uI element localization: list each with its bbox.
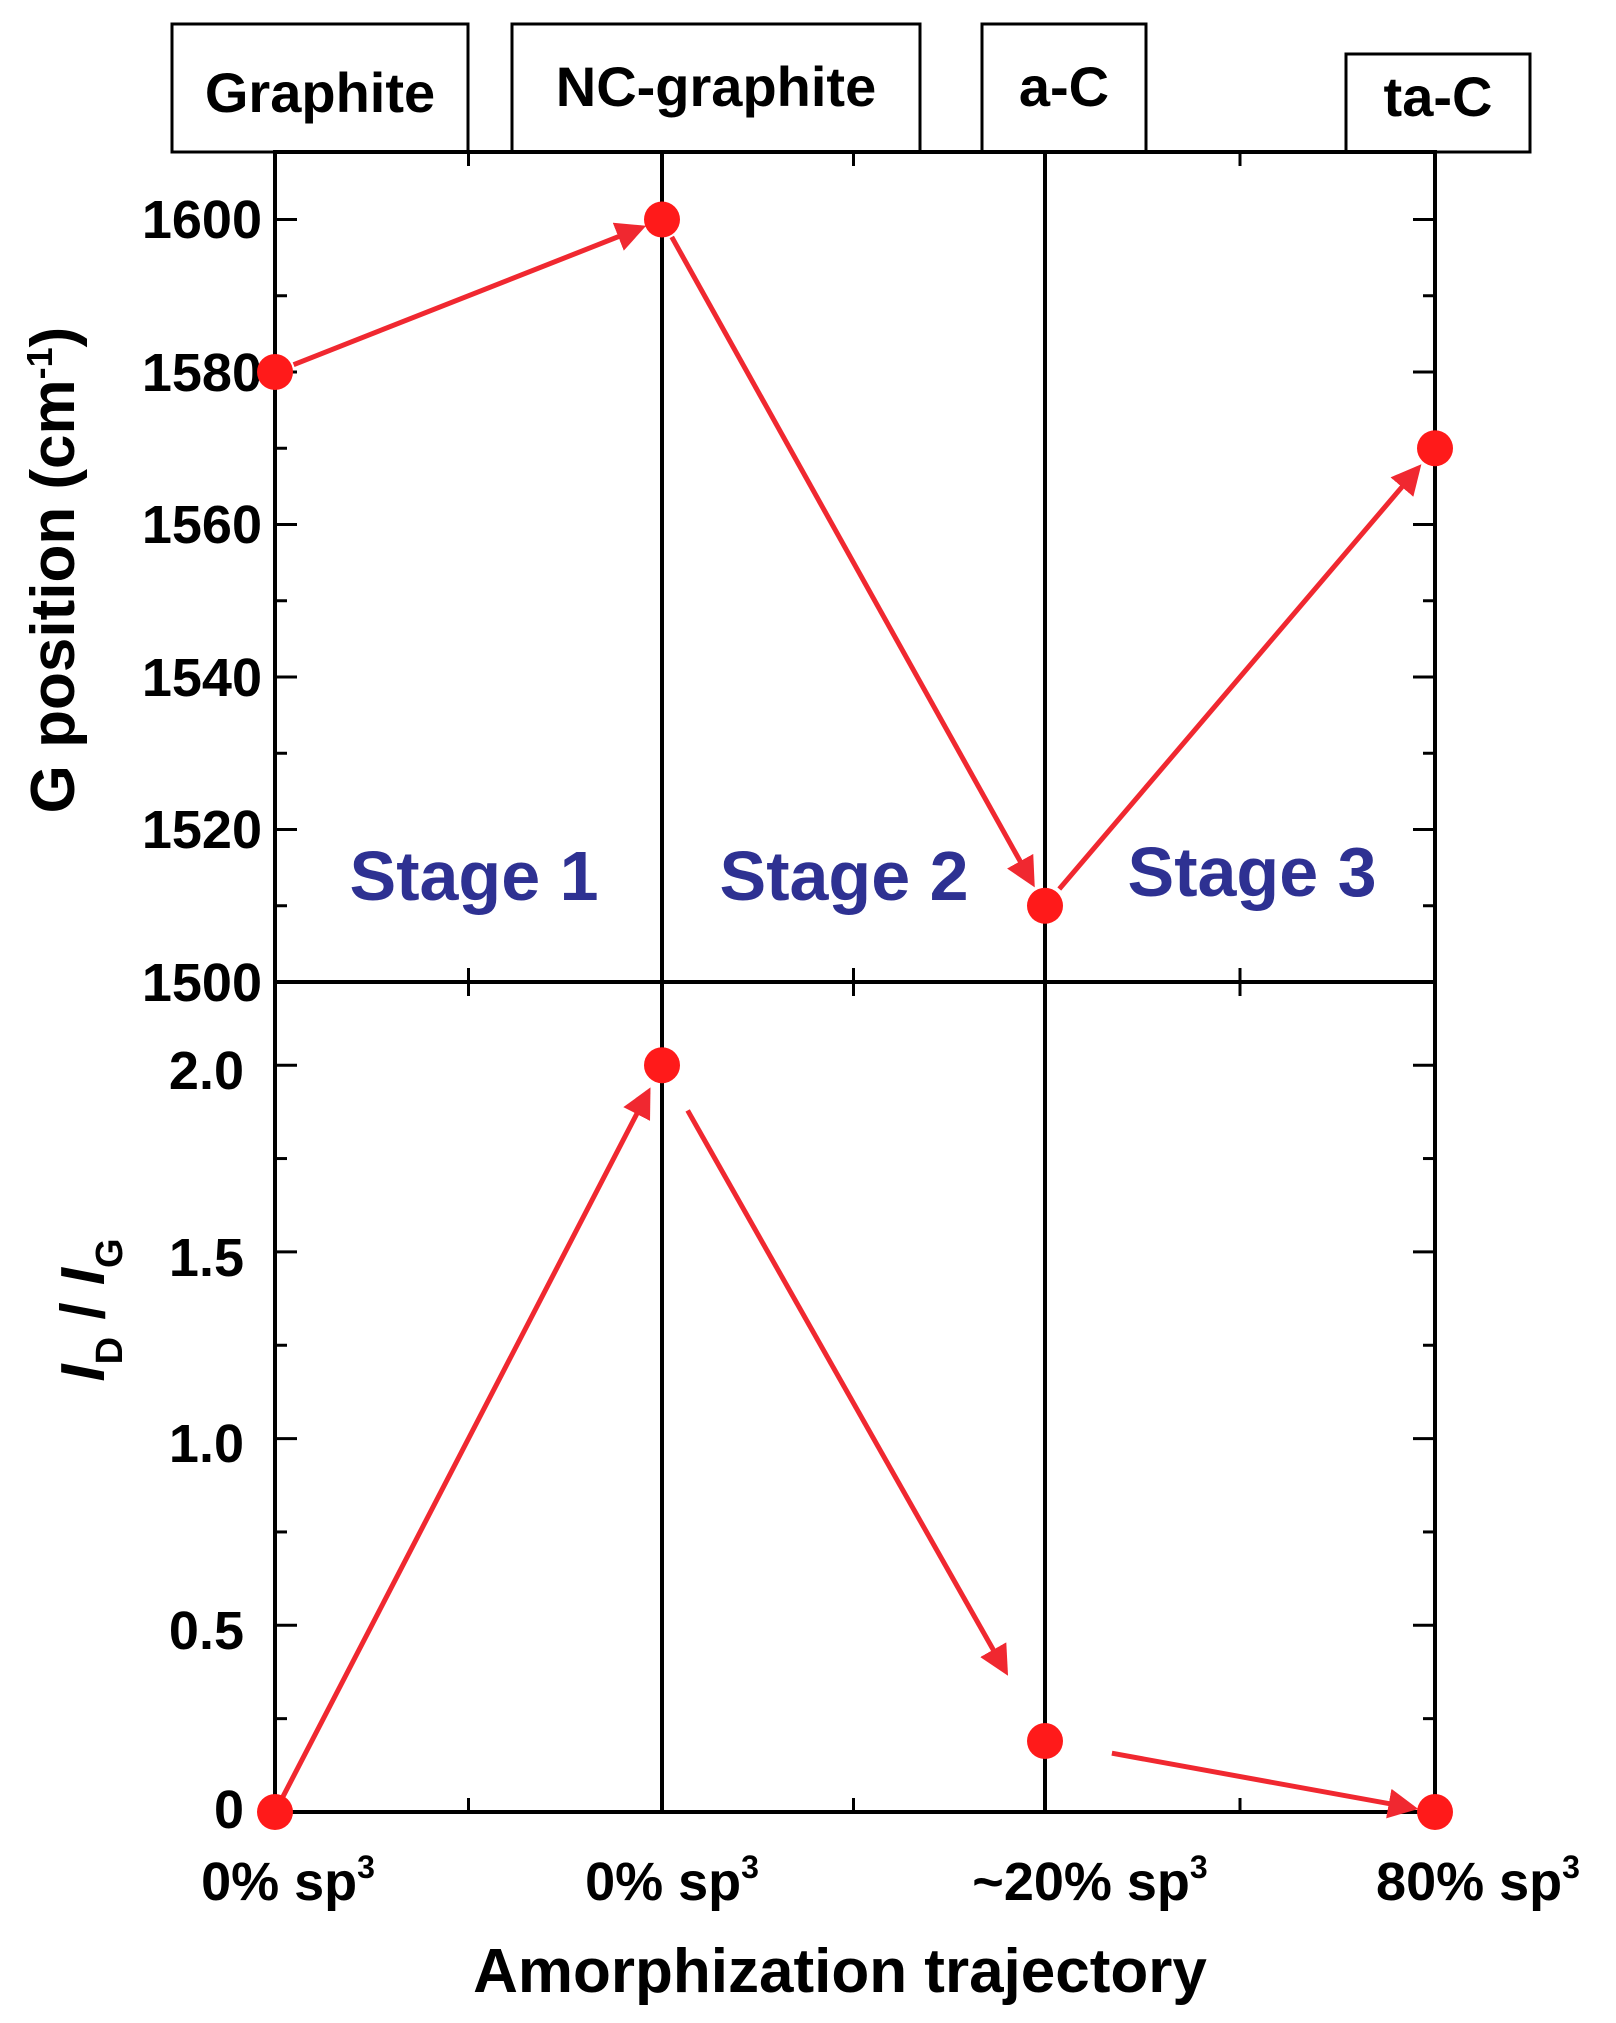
trajectory-arrow <box>280 1087 651 1799</box>
g-position-point <box>644 201 680 238</box>
trajectory-arrow <box>1111 1750 1419 1819</box>
id-ig-ratio-point <box>644 1047 680 1084</box>
x-tick-label: 80% sp3 <box>1376 1849 1580 1912</box>
g-position-point <box>257 354 293 390</box>
y-tick-label: 1.5 <box>169 1228 244 1288</box>
phase-label-graphite: Graphite <box>205 61 435 124</box>
x-axis-title: Amorphization trajectory <box>473 1937 1207 2006</box>
y-tick-label: 1580 <box>142 343 262 403</box>
bottom-y-tick-labels: 0 0.5 1.0 1.5 2.0 <box>169 1041 244 1840</box>
phase-box-nc-graphite <box>510 22 922 154</box>
y-tick-label: 1600 <box>142 190 262 250</box>
trajectory-arrow <box>669 235 1035 888</box>
trajectory-arrow <box>685 1109 1009 1676</box>
y-tick-label: 0.5 <box>169 1601 244 1661</box>
g-position-point <box>1027 887 1063 924</box>
phase-box-ta-c <box>1344 52 1532 154</box>
data-points <box>257 201 1453 1830</box>
id-ig-ratio-point <box>1417 1794 1453 1830</box>
y-tick-label: 1500 <box>142 953 262 1013</box>
trajectory-arrow <box>1057 464 1422 891</box>
trajectory-arrow <box>292 222 647 367</box>
top-y-tick-labels: 1500 1520 1540 1560 1580 1600 <box>142 190 262 1013</box>
x-tick-label: 0% sp3 <box>585 1849 759 1912</box>
stage-label-3: Stage 3 <box>1128 833 1377 911</box>
phase-box-graphite <box>170 22 470 154</box>
stage-label-1: Stage 1 <box>350 837 599 915</box>
stage-labels: Stage 1 Stage 2 Stage 3 <box>350 833 1377 915</box>
y-tick-label: 1520 <box>142 800 262 860</box>
y-tick-label: 1560 <box>142 495 262 555</box>
y-tick-label: 1540 <box>142 648 262 708</box>
top-y-axis-title: G position (cm-1) <box>19 327 88 814</box>
y-tick-label: 1.0 <box>169 1414 244 1474</box>
phase-labels: Graphite NC-graphite a-C ta-C <box>170 22 1532 154</box>
bottom-y-axis-title: ID / IG <box>49 1238 131 1381</box>
trajectory-arrows <box>280 222 1422 1819</box>
phase-box-a-c <box>980 22 1148 154</box>
g-position-point <box>1417 430 1453 467</box>
id-ig-ratio-point <box>257 1794 293 1830</box>
id-ig-ratio-point <box>1027 1723 1063 1760</box>
phase-label-a-c: a-C <box>1019 55 1109 118</box>
phase-label-ta-c: ta-C <box>1384 65 1493 128</box>
x-tick-labels: 0% sp3 0% sp3 ~20% sp3 80% sp3 <box>201 1849 1580 1912</box>
y-tick-label: 2.0 <box>169 1041 244 1101</box>
x-tick-label: ~20% sp3 <box>972 1849 1207 1912</box>
phase-label-nc-graphite: NC-graphite <box>556 55 876 118</box>
x-tick-label: 0% sp3 <box>201 1849 375 1912</box>
stage-label-2: Stage 2 <box>720 837 969 915</box>
y-tick-label: 0 <box>214 1780 244 1840</box>
